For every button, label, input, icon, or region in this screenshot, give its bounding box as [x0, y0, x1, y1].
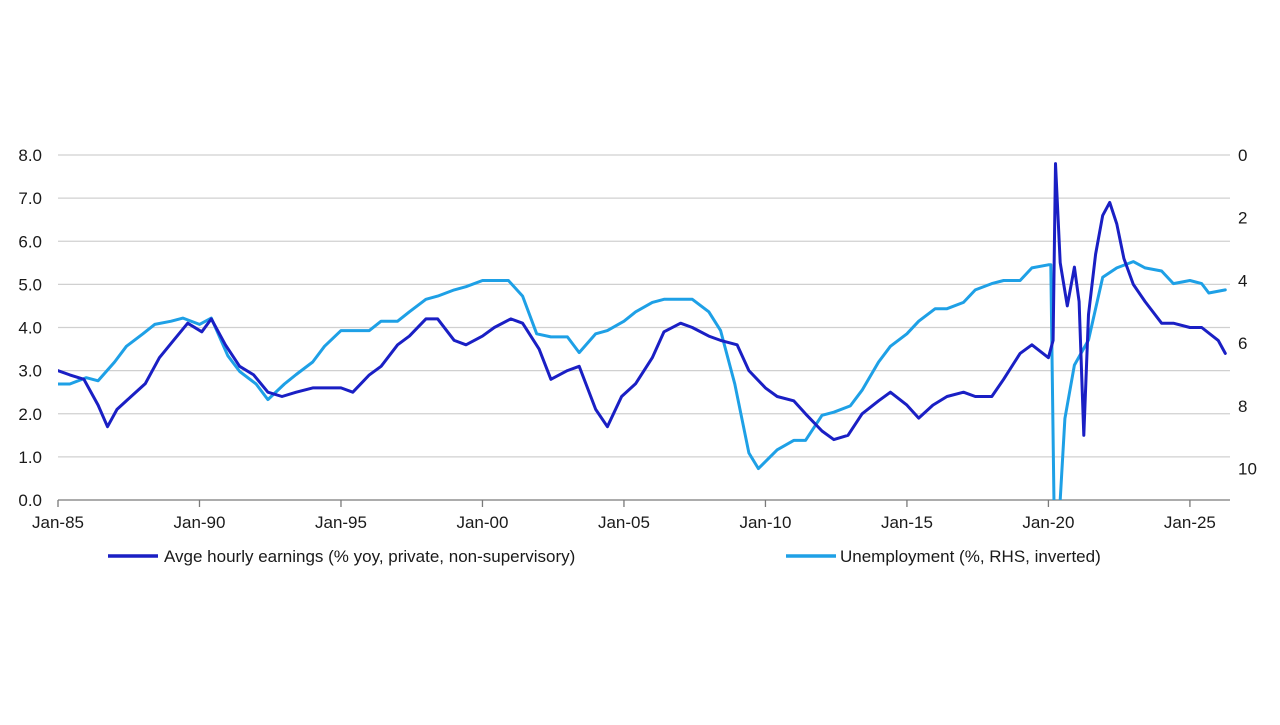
x-tick-label: Jan-95: [315, 513, 367, 532]
y-right-tick-label: 8: [1238, 397, 1247, 416]
x-tick-label: Jan-25: [1164, 513, 1216, 532]
y-left-tick-label: 5.0: [18, 275, 42, 294]
y-right-tick-label: 10: [1238, 460, 1257, 479]
y-left-tick-label: 7.0: [18, 189, 42, 208]
x-tick-label: Jan-85: [32, 513, 84, 532]
legend: Avge hourly earnings (% yoy, private, no…: [108, 547, 1101, 566]
y-left-tick-label: 0.0: [18, 491, 42, 510]
unemployment-series-line: [58, 260, 1227, 500]
y-right-tick-label: 0: [1238, 146, 1247, 165]
legend-label: Unemployment (%, RHS, inverted): [840, 547, 1101, 566]
y-left-tick-label: 1.0: [18, 448, 42, 467]
axes: 0.0 1.0 2.0 3.0 4.0 5.0 6.0 7.0 8.0 0 2 4 6 8 10 Jan-85…: [18, 146, 1257, 532]
x-tick-label: Jan-90: [173, 513, 225, 532]
y-left-tick-label: 2.0: [18, 405, 42, 424]
y-left-tick-label: 4.0: [18, 319, 42, 338]
y-left-tick-label: 3.0: [18, 362, 42, 381]
y-left-tick-label: 6.0: [18, 232, 42, 251]
legend-item: Unemployment (%, RHS, inverted): [786, 547, 1101, 566]
series-lines: [58, 162, 1227, 500]
y-right-tick-label: 6: [1238, 334, 1247, 353]
x-tick-label: Jan-20: [1022, 513, 1074, 532]
y-left-tick-label: 8.0: [18, 146, 42, 165]
y-right-tick-label: 2: [1238, 209, 1247, 228]
earnings-series-line: [58, 162, 1227, 442]
legend-label: Avge hourly earnings (% yoy, private, no…: [164, 547, 575, 566]
legend-item: Avge hourly earnings (% yoy, private, no…: [108, 547, 575, 566]
x-tick-label: Jan-10: [739, 513, 791, 532]
x-tick-label: Jan-00: [456, 513, 508, 532]
x-tick-label: Jan-15: [881, 513, 933, 532]
x-tick-label: Jan-05: [598, 513, 650, 532]
y-right-tick-label: 4: [1238, 271, 1247, 290]
